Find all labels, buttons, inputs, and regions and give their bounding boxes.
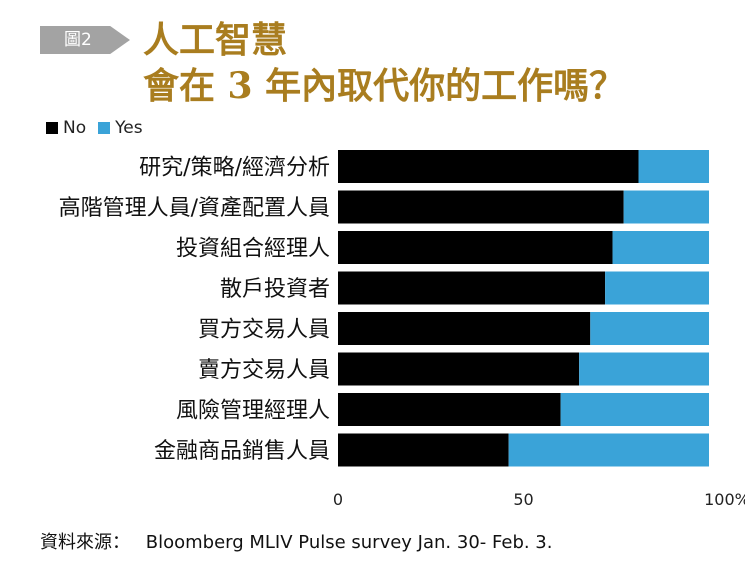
category-label: 買方交易人員 [198, 318, 330, 343]
bar-no [338, 150, 639, 183]
bar-no [338, 393, 561, 426]
bar-no [338, 352, 580, 386]
category-label: 散戶投資者 [220, 277, 330, 302]
bar-yes [623, 190, 709, 224]
bar-yes [605, 271, 709, 305]
category-label: 投資組合經理人 [176, 237, 330, 262]
chart-title-line2: 會在 3 年內取代你的工作嗎？ [143, 65, 626, 107]
x-tick-label: 100% [704, 490, 745, 509]
bar-yes [638, 150, 709, 183]
bar-no [338, 433, 509, 467]
category-label: 風險管理經理人 [176, 399, 330, 424]
legend: No Yes [46, 118, 155, 138]
bar-no [338, 312, 591, 345]
bar-yes [590, 312, 709, 345]
bar-no [338, 231, 613, 264]
bar-yes [560, 393, 709, 426]
category-label: 高階管理人員/資產配置人員 [59, 196, 330, 221]
legend-item-no: No [46, 118, 86, 138]
legend-swatch-yes [98, 122, 111, 134]
category-label: 研究/策略/經濟分析 [139, 156, 330, 181]
figure-badge: 圖2 [40, 26, 130, 54]
bar-yes [508, 433, 709, 467]
legend-label-no: No [63, 118, 87, 138]
bar-no [338, 271, 606, 305]
legend-item-yes: Yes [98, 118, 143, 138]
bar-yes [579, 352, 709, 386]
legend-label-yes: Yes [115, 118, 143, 138]
category-label: 金融商品銷售人員 [154, 439, 330, 464]
category-label: 賣方交易人員 [198, 358, 330, 383]
source-text: Bloomberg MLIV Pulse survey Jan. 30- Feb… [145, 532, 553, 553]
x-tick-label: 50 [513, 490, 533, 509]
bar-yes [612, 231, 709, 264]
x-tick-label: 0 [333, 490, 343, 509]
legend-swatch-no [46, 122, 58, 134]
chart-title-line1: 人工智慧 [143, 19, 288, 61]
source-note: 資料來源： Bloomberg MLIV Pulse survey Jan. 3… [40, 528, 552, 554]
stacked-bar-chart: 研究/策略/經濟分析高階管理人員/資產配置人員投資組合經理人散戶投資者買方交易人… [59, 150, 745, 509]
source-label: 資料來源： [40, 532, 130, 553]
bar-no [338, 190, 624, 224]
